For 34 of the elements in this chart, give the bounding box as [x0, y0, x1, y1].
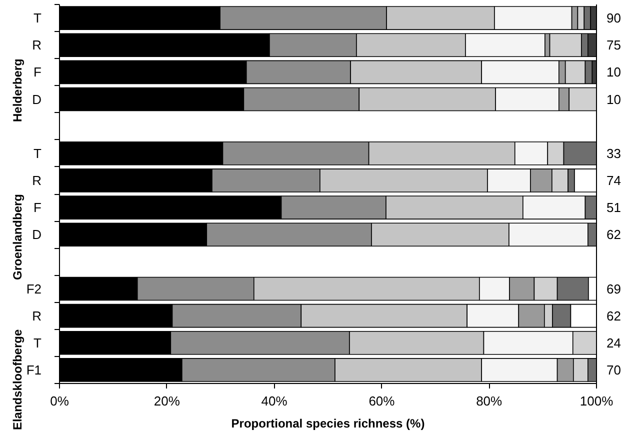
text: 51: [606, 200, 621, 216]
text: 10: [606, 64, 621, 80]
text: 74: [606, 172, 621, 188]
y-tick-label: T: [34, 146, 42, 161]
x-tick-label: 20%: [154, 394, 180, 408]
text: Elandskloofberge: [10, 329, 24, 430]
x-tick-label: 40%: [261, 394, 288, 408]
x-tick-label: 100%: [580, 394, 614, 408]
x-tick-label: 60%: [368, 394, 396, 408]
text: 90: [606, 10, 621, 26]
text: 24: [606, 335, 621, 350]
text: 75: [606, 38, 621, 53]
x-axis-title: Proportional species richness (%): [231, 416, 425, 430]
y-tick-label: F: [34, 200, 42, 216]
x-tick-label: 80%: [476, 394, 503, 408]
y-tick-label: F1: [26, 362, 42, 378]
text: 33: [606, 146, 621, 161]
text: Helderberg: [10, 58, 24, 122]
y-tick-label: R: [32, 172, 42, 188]
y-tick-label: R: [32, 308, 42, 324]
text: 70: [606, 362, 621, 378]
x-tick-label: 0%: [50, 394, 70, 408]
text: 62: [606, 227, 621, 242]
y-tick-label: F: [34, 64, 42, 80]
y-tick-label: T: [34, 335, 42, 350]
y-tick-label: F2: [26, 281, 42, 296]
y-tick-label: T: [34, 10, 42, 26]
text: 10: [606, 92, 621, 107]
y-tick-label: R: [32, 38, 42, 53]
y-tick-label: D: [32, 227, 42, 242]
y-tick-label: D: [32, 92, 42, 107]
text: 62: [606, 308, 621, 324]
text: 69: [606, 281, 621, 296]
text: Groenlandberg: [10, 194, 24, 280]
